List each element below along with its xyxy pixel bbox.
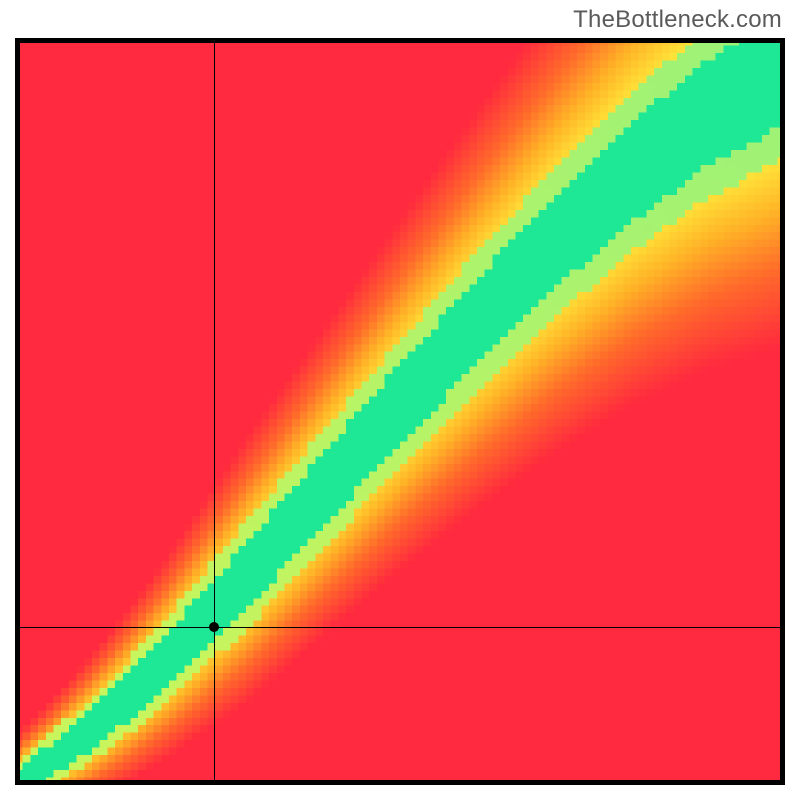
bottleneck-heatmap (15, 38, 785, 785)
plot-frame (15, 38, 785, 785)
crosshair-marker (209, 622, 219, 632)
crosshair-vertical (214, 38, 215, 785)
watermark-text: TheBottleneck.com (573, 6, 782, 34)
crosshair-horizontal (15, 627, 785, 628)
